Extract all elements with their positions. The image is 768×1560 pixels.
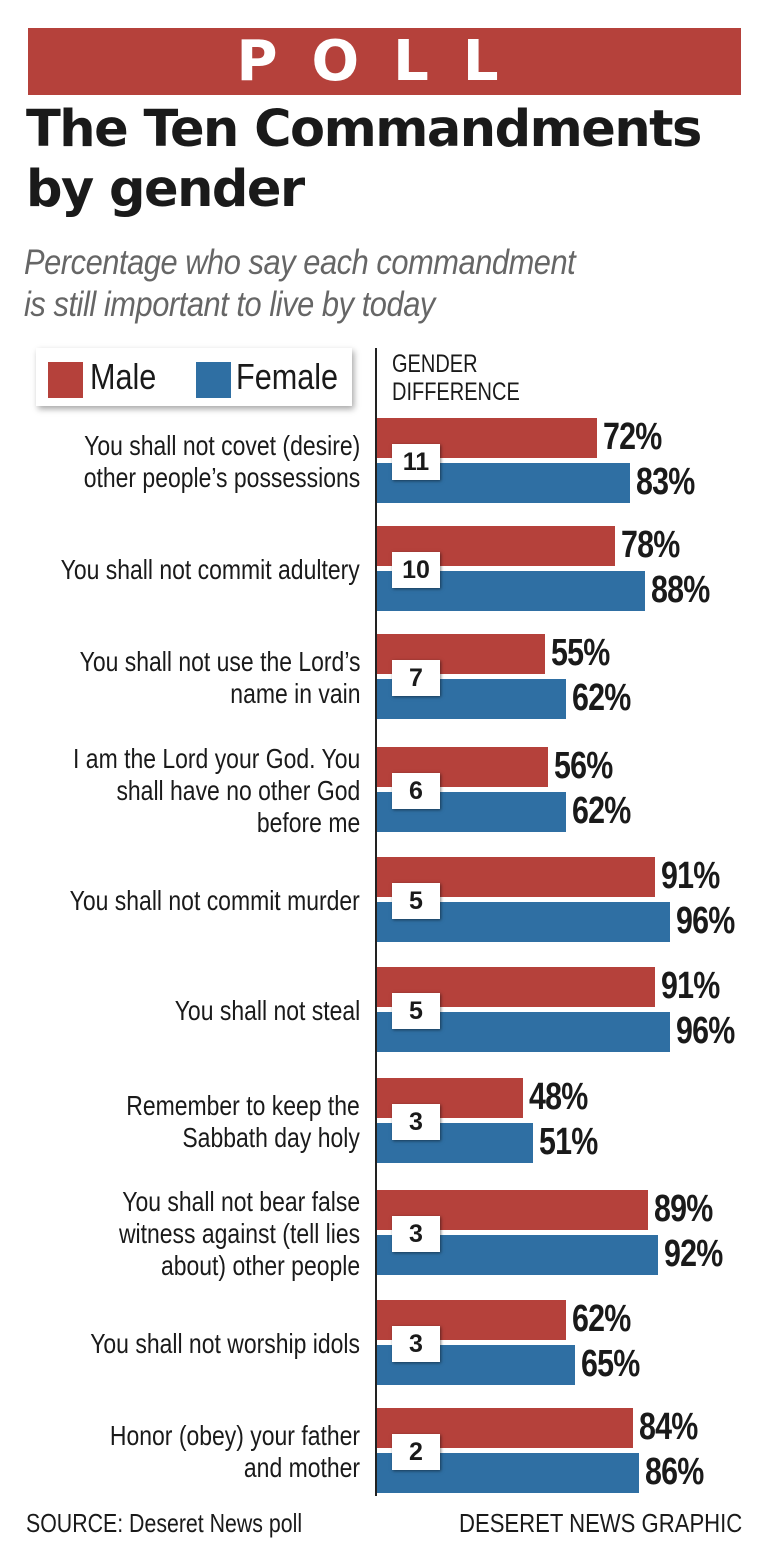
category-label-line: You shall not commit murder	[69, 885, 360, 916]
credit: DESERET NEWS GRAPHIC	[458, 1508, 742, 1538]
value-label-female: 92%	[663, 1233, 723, 1275]
value-label-female: 96%	[675, 900, 735, 942]
category-label-line: You shall not steal	[174, 995, 360, 1026]
value-label-male: 91%	[660, 965, 720, 1007]
category-label: You shall not commit murder	[70, 885, 360, 917]
value-label-female: 62%	[572, 790, 631, 832]
gender-difference-value: 2	[392, 1434, 440, 1470]
title-line: The Ten Commandments	[26, 100, 702, 159]
category-label-line: other people’s possessions	[83, 462, 360, 493]
header-line: DIFFERENCE	[392, 378, 520, 406]
category-label: Honor (obey) your father and mother	[110, 1420, 360, 1484]
value-label-female: 86%	[645, 1451, 704, 1493]
category-label-line: about) other people	[160, 1250, 360, 1281]
category-label-line: Remember to keep the	[126, 1090, 360, 1121]
legend-swatch-male	[48, 362, 83, 398]
value-label-female: 96%	[675, 1010, 735, 1052]
category-label: You shall not bear false witness against …	[119, 1186, 360, 1282]
category-label-line: witness against (tell lies	[118, 1218, 360, 1249]
gender-difference-header: GENDER DIFFERENCE	[392, 350, 520, 406]
value-label-male: 89%	[654, 1188, 713, 1230]
category-label: You shall not steal	[174, 995, 360, 1027]
value-label-male: 56%	[553, 745, 613, 787]
gender-difference-value: 7	[392, 660, 440, 696]
category-label: You shall not use the Lord’s name in vain	[79, 646, 360, 710]
subtitle-line: Percentage who say each commandment	[24, 243, 576, 282]
category-label-line: and mother	[243, 1452, 360, 1483]
category-label-line: Honor (obey) your father	[109, 1420, 360, 1451]
category-label: Remember to keep the Sabbath day holy	[126, 1090, 360, 1154]
gender-difference-value: 3	[392, 1104, 440, 1140]
legend: Male Female	[36, 348, 352, 406]
category-label-line: I am the Lord your God. You	[72, 743, 360, 774]
category-label-line: Sabbath day holy	[182, 1122, 360, 1153]
value-label-male: 55%	[550, 632, 610, 674]
category-label-line: You shall not commit adultery	[60, 554, 360, 585]
chart-subtitle: Percentage who say each commandment is st…	[24, 242, 576, 326]
legend-label-male: Male	[90, 356, 157, 397]
category-label-line: You shall not covet (desire)	[83, 430, 361, 461]
value-label-female: 65%	[581, 1343, 640, 1385]
value-label-male: 48%	[529, 1076, 588, 1118]
gender-difference-value: 5	[392, 993, 440, 1029]
value-label-male: 62%	[572, 1298, 631, 1340]
value-label-male: 72%	[602, 416, 662, 458]
category-label: You shall not covet (desire) other people…	[83, 430, 360, 494]
source-note: SOURCE: Deseret News poll	[26, 1508, 303, 1538]
value-label-female: 51%	[538, 1121, 598, 1163]
subtitle-line: is still important to live by today	[24, 285, 435, 324]
category-label: You shall not worship idols	[90, 1328, 360, 1360]
chart-title: The Ten Commandments by gender	[26, 100, 702, 220]
value-label-male: 91%	[660, 855, 720, 897]
category-label: You shall not commit adultery	[61, 554, 360, 586]
category-label-line: You shall not worship idols	[90, 1328, 360, 1359]
gender-difference-value: 6	[392, 773, 440, 809]
header-line: GENDER	[392, 350, 478, 378]
value-label-female: 62%	[572, 677, 631, 719]
axis-line	[375, 348, 377, 1496]
category-label-line: You shall not use the Lord’s	[79, 646, 360, 677]
gender-difference-value: 3	[392, 1216, 440, 1252]
gender-difference-value: 11	[392, 444, 440, 480]
legend-label-female: Female	[236, 356, 339, 397]
category-label-line: shall have no other God	[116, 775, 360, 806]
category-label: I am the Lord your God. You shall have no…	[73, 743, 360, 839]
category-label-line: before me	[256, 807, 360, 838]
value-label-male: 78%	[620, 524, 680, 566]
gender-difference-value: 3	[392, 1326, 440, 1362]
category-label-line: name in vain	[229, 678, 360, 709]
poll-banner: POLL	[28, 28, 741, 95]
title-line: by gender	[26, 160, 305, 219]
gender-difference-value: 10	[392, 552, 440, 588]
legend-swatch-female	[196, 362, 231, 398]
gender-difference-value: 5	[392, 883, 440, 919]
category-label-line: You shall not bear false	[122, 1186, 360, 1217]
value-label-female: 88%	[651, 569, 710, 611]
value-label-female: 83%	[636, 461, 695, 503]
value-label-male: 84%	[639, 1406, 698, 1448]
